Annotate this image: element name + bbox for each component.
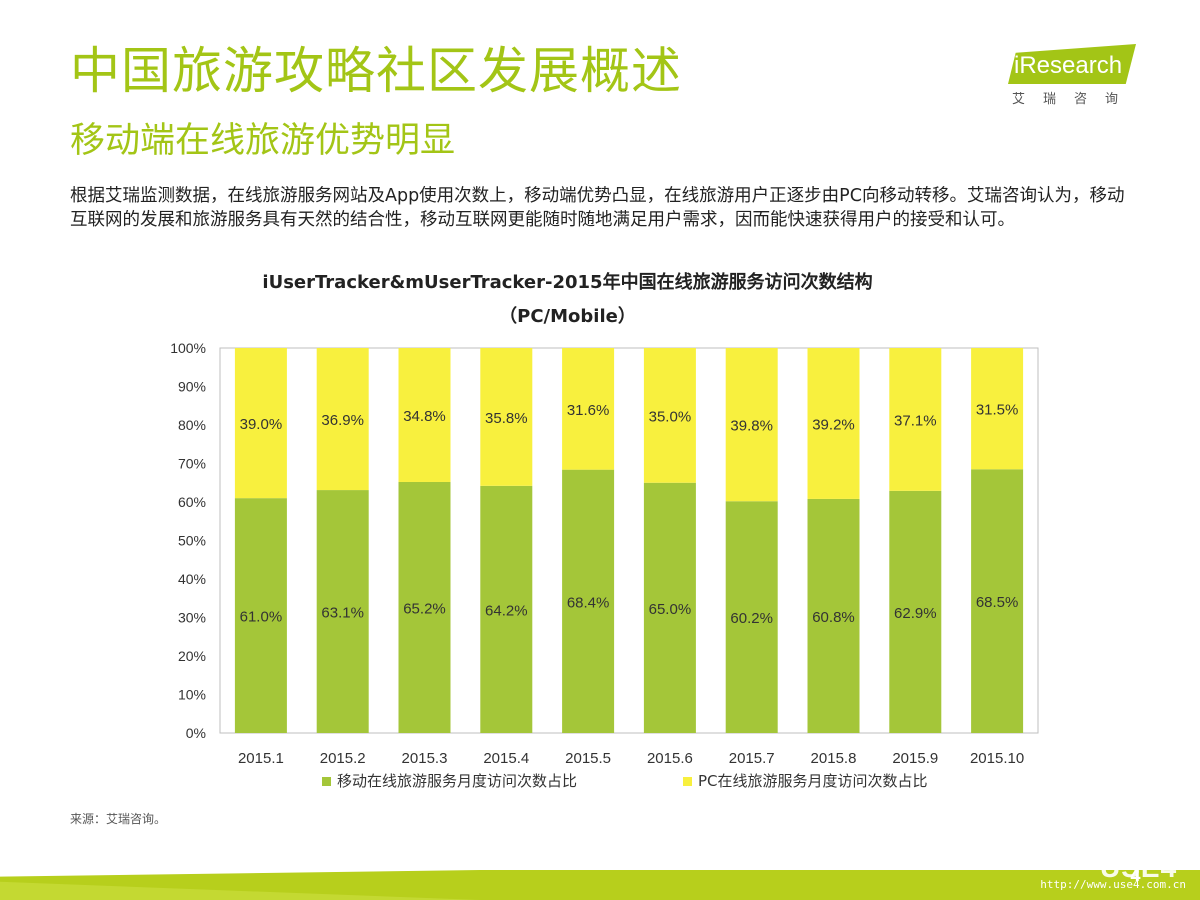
bar-mobile [643,482,696,733]
chart-subtitle: （PC/Mobile） [499,306,636,327]
data-label-pc: 37.1% [894,412,937,429]
y-tick-label: 30% [178,610,206,626]
plot-frame [219,347,1039,734]
chart-title: iUserTracker&mUserTracker-2015年中国在线旅游服务访… [262,272,873,293]
legend-label-pc: PC在线旅游服务月度访问次数占比 [698,772,928,790]
bar-pc [480,348,533,486]
bar-pc [562,348,615,470]
data-label-pc: 35.0% [649,408,692,425]
bar-mobile [889,490,942,733]
bar-mobile [480,485,533,733]
data-label-mobile: 65.0% [649,601,692,618]
x-tick-label: 2015.2 [320,750,366,767]
x-tick-label: 2015.6 [647,750,693,767]
logo-text: iResearch [1014,52,1123,79]
data-label-mobile: 65.2% [403,600,446,617]
stacked-bar-chart: 0% 10% 20% 30% 40% 50% 60% 70% 80% 90% 100% 61.0% 39… [170,340,1039,790]
y-tick-label: 90% [178,379,206,395]
bar-mobile [316,490,369,733]
y-tick-label: 60% [178,494,206,510]
bar-pc [971,348,1024,470]
bar-mobile [725,501,778,733]
bar-pc [234,348,287,499]
description-text: 根据艾瑞监测数据，在线旅游服务网站及App使用次数上，移动端优势凸显，在线旅游用… [70,186,1125,230]
page-title: 中国旅游攻略社区发展概述 [70,42,682,100]
page-subtitle: 移动端在线旅游优势明显 [70,121,456,161]
bar-pc [807,348,860,499]
logo-cn: 艾瑞咨询 [1012,92,1137,107]
page-number: 4 [1130,866,1142,885]
y-tick-label: 40% [178,571,206,587]
bar-pc [316,348,369,491]
data-label-mobile: 62.9% [894,605,937,622]
x-tick-label: 2015.9 [892,750,938,767]
bar-pc [889,348,942,491]
y-tick-label: 70% [178,456,206,472]
bar-mobile [971,469,1024,733]
x-tick-label: 2015.1 [238,750,284,767]
watermark: USE4 [1100,852,1178,883]
iresearch-logo: iResearch 艾瑞咨询 [1006,44,1138,108]
y-tick-label: 80% [178,417,206,433]
y-tick-label: 100% [170,340,206,356]
data-label-mobile: 60.2% [730,610,773,627]
data-label-pc: 31.5% [976,402,1019,419]
bar-mobile [234,498,287,733]
bar-mobile [398,481,451,733]
bar-mobile [807,498,860,733]
bar-pc [643,348,696,483]
data-label-pc: 39.0% [240,416,283,433]
legend-label-mobile: 移动在线旅游服务月度访问次数占比 [337,772,577,790]
bar-pc [398,348,451,482]
x-tick-label: 2015.4 [483,750,529,767]
data-label-mobile: 68.5% [976,594,1019,611]
x-tick-label: 2015.8 [811,750,857,767]
data-label-pc: 31.6% [567,402,610,419]
source-note: 来源：艾瑞咨询。 [70,812,167,826]
data-label-mobile: 61.0% [240,609,283,626]
y-tick-label: 0% [186,725,206,741]
data-label-pc: 34.8% [403,408,446,425]
legend-swatch-mobile [322,777,331,786]
data-label-pc: 36.9% [321,412,364,429]
x-tick-label: 2015.10 [970,750,1024,767]
data-label-mobile: 64.2% [485,602,528,619]
y-tick-label: 10% [178,687,206,703]
y-tick-label: 20% [178,648,206,664]
data-label-mobile: 68.4% [567,594,610,611]
footer-url: http://www.use4.com.cn [1040,878,1186,891]
data-label-mobile: 63.1% [321,605,364,622]
x-tick-label: 2015.5 [565,750,611,767]
bar-pc [725,348,778,502]
data-label-mobile: 60.8% [812,609,855,626]
data-label-pc: 35.8% [485,410,528,427]
x-tick-label: 2015.7 [729,750,775,767]
x-tick-label: 2015.3 [402,750,448,767]
data-label-pc: 39.2% [812,416,855,433]
bar-mobile [562,469,615,733]
y-tick-label: 50% [178,533,206,549]
legend-swatch-pc [683,777,692,786]
data-label-pc: 39.8% [730,418,773,435]
